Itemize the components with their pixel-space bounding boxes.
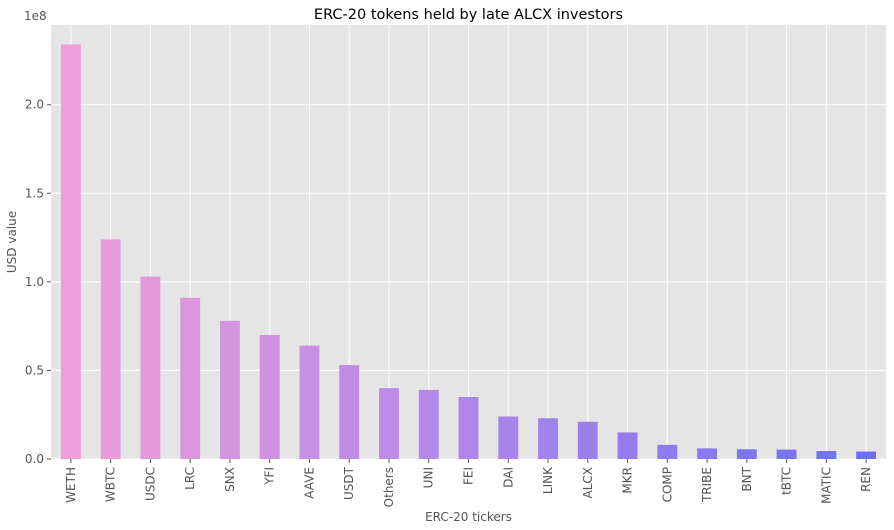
bar-dai <box>498 416 519 459</box>
bar-lrc <box>180 297 201 459</box>
y-tick-label: 0.0 <box>25 452 44 466</box>
bar-tbtc <box>776 449 797 459</box>
x-tick-label: YFI <box>263 467 277 486</box>
bar-uni <box>418 389 439 459</box>
bar-bnt <box>736 449 757 459</box>
x-tick-label: WBTC <box>104 467 118 502</box>
y-axis-label: USD value <box>5 211 19 273</box>
x-tick-label: SNX <box>223 467 237 492</box>
x-axis-label: ERC-20 tickers <box>425 510 512 524</box>
bar-link <box>538 418 558 459</box>
bar-yfi <box>259 335 280 459</box>
bar-weth <box>60 44 81 459</box>
x-tick-label: ALCX <box>581 467 595 499</box>
x-tick-label: REN <box>859 467 873 492</box>
bar-ren <box>856 451 877 459</box>
bar-tribe <box>697 448 718 459</box>
x-tick-label: COMP <box>660 467 674 502</box>
x-tick-label: tBTC <box>780 467 794 495</box>
x-tick-label: UNI <box>422 467 436 488</box>
x-tick-label: LRC <box>183 467 197 490</box>
bar-others <box>379 388 399 459</box>
bar-mkr <box>617 432 638 459</box>
x-tick-label: TRIBE <box>700 467 714 503</box>
x-tick-label: BNT <box>740 466 754 491</box>
bar-alcx <box>577 421 598 459</box>
y-tick-label: 1.5 <box>25 186 44 200</box>
x-tick-label: USDC <box>143 467 157 501</box>
x-tick-label: LINK <box>541 466 555 494</box>
bar-aave <box>299 345 320 459</box>
bar-snx <box>219 320 240 459</box>
x-tick-label: USDT <box>342 466 356 500</box>
y-axis-scale-label: 1e8 <box>24 9 47 23</box>
bar-comp <box>657 444 678 459</box>
chart-title: ERC-20 tokens held by late ALCX investor… <box>314 7 623 23</box>
x-tick-label: DAI <box>501 467 515 488</box>
x-axis-ticks: WETH WBTC USDC LRC SNX YFI AAVE USDT Others UNI FE… <box>64 459 873 507</box>
y-axis-ticks: 0.0 0.5 1.0 1.5 2.0 <box>25 98 51 466</box>
bar-matic <box>816 451 837 459</box>
y-tick-label: 0.5 <box>25 363 44 377</box>
bar-usdt <box>339 365 360 459</box>
bars <box>60 44 877 459</box>
x-tick-label: MATIC <box>819 467 833 504</box>
y-tick-label: 1.0 <box>25 275 44 289</box>
bar-usdc <box>140 276 161 459</box>
y-tick-label: 2.0 <box>25 98 44 112</box>
x-tick-label: AAVE <box>302 467 316 499</box>
bar-wbtc <box>100 239 121 459</box>
x-tick-label: MKR <box>621 467 635 494</box>
bar-fei <box>458 397 479 459</box>
x-tick-label: WETH <box>64 467 78 503</box>
x-tick-label: FEI <box>462 467 476 485</box>
x-tick-label: Others <box>382 467 396 507</box>
